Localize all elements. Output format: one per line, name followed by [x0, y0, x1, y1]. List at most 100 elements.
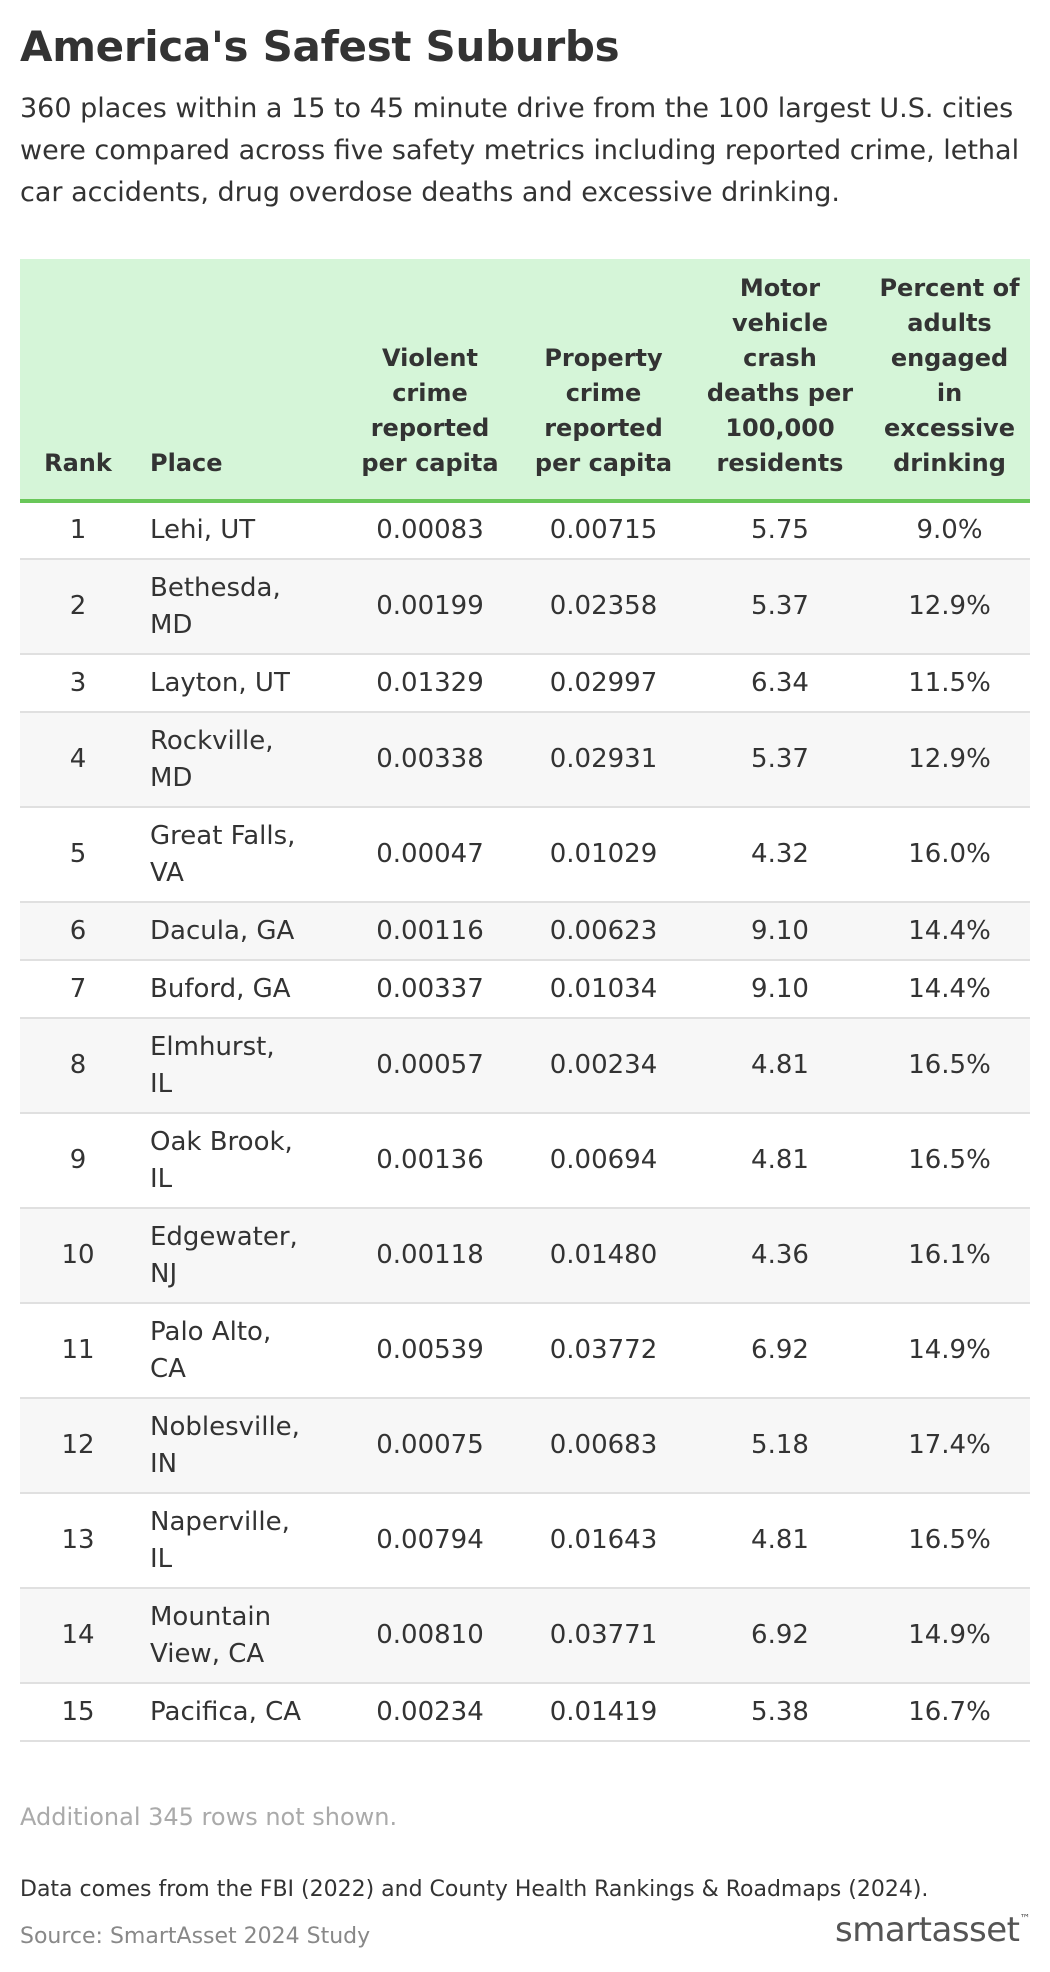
cell-violent-crime: 0.00136 — [344, 1113, 516, 1209]
cell-property-crime: 0.01034 — [516, 960, 691, 1019]
cell-violent-crime: 0.00810 — [344, 1588, 516, 1684]
cell-place: Noblesville, IN — [136, 1398, 344, 1494]
cell-excessive-drinking: 14.4% — [869, 960, 1030, 1019]
cell-place: Lehi, UT — [136, 501, 344, 560]
data-source-text: Data comes from the FBI (2022) and Count… — [20, 1877, 929, 1902]
cell-violent-crime: 0.00199 — [344, 559, 516, 655]
cell-property-crime: 0.02358 — [516, 559, 691, 655]
cell-place: Mountain View, CA — [136, 1588, 344, 1684]
header-row: Rank Place Violent crime reported per capi… — [20, 259, 1030, 503]
rankings-table: Rank Place Violent crime reported per capi… — [20, 259, 1030, 1742]
table-row: 3 Layton, UT 0.01329 0.02997 6.34 11.5% — [20, 654, 1030, 713]
column-header-place: Place — [136, 259, 344, 503]
cell-excessive-drinking: 9.0% — [869, 501, 1030, 560]
cell-crash-deaths: 9.10 — [691, 902, 869, 961]
cell-rank: 1 — [20, 501, 136, 560]
cell-rank: 3 — [20, 654, 136, 713]
cell-excessive-drinking: 16.5% — [869, 1493, 1030, 1589]
cell-property-crime: 0.02931 — [516, 712, 691, 808]
logo-text: smartasset — [835, 1910, 1020, 1950]
cell-place: Palo Alto, CA — [136, 1303, 344, 1399]
cell-property-crime: 0.00623 — [516, 902, 691, 961]
cell-crash-deaths: 5.18 — [691, 1398, 869, 1494]
cell-place: Naperville, IL — [136, 1493, 344, 1589]
cell-rank: 8 — [20, 1018, 136, 1114]
cell-violent-crime: 0.00075 — [344, 1398, 516, 1494]
cell-crash-deaths: 5.37 — [691, 712, 869, 808]
table-row: 11 Palo Alto, CA 0.00539 0.03772 6.92 14.9% — [20, 1303, 1030, 1399]
cell-property-crime: 0.03772 — [516, 1303, 691, 1399]
table-row: 13 Naperville, IL 0.00794 0.01643 4.81 16.5% — [20, 1493, 1030, 1589]
table-row: 1 Lehi, UT 0.00083 0.00715 5.75 9.0% — [20, 501, 1030, 560]
cell-excessive-drinking: 12.9% — [869, 712, 1030, 808]
cell-violent-crime: 0.00116 — [344, 902, 516, 961]
column-header-violent-crime: Violent crime reported per capita — [344, 259, 516, 503]
cell-crash-deaths: 6.92 — [691, 1303, 869, 1399]
cell-violent-crime: 0.00118 — [344, 1208, 516, 1304]
cell-excessive-drinking: 14.9% — [869, 1588, 1030, 1684]
cell-place: Bethesda, MD — [136, 559, 344, 655]
cell-rank: 14 — [20, 1588, 136, 1684]
table-body: 1 Lehi, UT 0.00083 0.00715 5.75 9.0% 2 Bethesda… — [20, 501, 1030, 1742]
cell-crash-deaths: 5.38 — [691, 1683, 869, 1742]
table-row: 12 Noblesville, IN 0.00075 0.00683 5.18 17.4% — [20, 1398, 1030, 1494]
cell-excessive-drinking: 14.9% — [869, 1303, 1030, 1399]
cell-crash-deaths: 4.36 — [691, 1208, 869, 1304]
cell-violent-crime: 0.00794 — [344, 1493, 516, 1589]
cell-excessive-drinking: 14.4% — [869, 902, 1030, 961]
cell-place: Pacifica, CA — [136, 1683, 344, 1742]
cell-property-crime: 0.01480 — [516, 1208, 691, 1304]
cell-crash-deaths: 5.37 — [691, 559, 869, 655]
cell-place: Edgewater, NJ — [136, 1208, 344, 1304]
cell-excessive-drinking: 12.9% — [869, 559, 1030, 655]
cell-place: Dacula, GA — [136, 902, 344, 961]
table-row: 8 Elmhurst, IL 0.00057 0.00234 4.81 16.5% — [20, 1018, 1030, 1114]
rows-not-shown-note: Additional 345 rows not shown. — [20, 1803, 398, 1831]
table-row: 15 Pacifica, CA 0.00234 0.01419 5.38 16.7% — [20, 1683, 1030, 1742]
cell-crash-deaths: 6.34 — [691, 654, 869, 713]
cell-place: Layton, UT — [136, 654, 344, 713]
column-header-excessive-drinking: Percent of adults engaged in excessive d… — [869, 259, 1030, 503]
cell-place: Rockville, MD — [136, 712, 344, 808]
cell-violent-crime: 0.00083 — [344, 501, 516, 560]
cell-excessive-drinking: 16.1% — [869, 1208, 1030, 1304]
cell-excessive-drinking: 16.0% — [869, 807, 1030, 903]
cell-property-crime: 0.01643 — [516, 1493, 691, 1589]
cell-rank: 12 — [20, 1398, 136, 1494]
table-row: 10 Edgewater, NJ 0.00118 0.01480 4.36 16.1% — [20, 1208, 1030, 1304]
cell-rank: 11 — [20, 1303, 136, 1399]
table-header: Rank Place Violent crime reported per capi… — [20, 259, 1030, 503]
cell-excessive-drinking: 16.5% — [869, 1018, 1030, 1114]
cell-place: Elmhurst, IL — [136, 1018, 344, 1114]
cell-property-crime: 0.00683 — [516, 1398, 691, 1494]
cell-violent-crime: 0.00539 — [344, 1303, 516, 1399]
cell-property-crime: 0.01419 — [516, 1683, 691, 1742]
cell-excessive-drinking: 16.7% — [869, 1683, 1030, 1742]
cell-place: Buford, GA — [136, 960, 344, 1019]
cell-property-crime: 0.00234 — [516, 1018, 691, 1114]
cell-rank: 6 — [20, 902, 136, 961]
cell-excessive-drinking: 11.5% — [869, 654, 1030, 713]
cell-crash-deaths: 9.10 — [691, 960, 869, 1019]
cell-violent-crime: 0.00337 — [344, 960, 516, 1019]
column-header-rank: Rank — [20, 259, 136, 503]
cell-rank: 15 — [20, 1683, 136, 1742]
table-row: 4 Rockville, MD 0.00338 0.02931 5.37 12.9% — [20, 712, 1030, 808]
table-row: 7 Buford, GA 0.00337 0.01034 9.10 14.4% — [20, 960, 1030, 1019]
page-subtitle: 360 places within a 15 to 45 minute driv… — [20, 93, 1020, 208]
cell-place: Oak Brook, IL — [136, 1113, 344, 1209]
cell-property-crime: 0.02997 — [516, 654, 691, 713]
cell-rank: 5 — [20, 807, 136, 903]
cell-property-crime: 0.00715 — [516, 501, 691, 560]
logo-trademark: ™ — [1019, 1912, 1031, 1925]
cell-crash-deaths: 4.81 — [691, 1018, 869, 1114]
cell-rank: 2 — [20, 559, 136, 655]
column-header-crash-deaths: Motor vehicle crash deaths per 100,000 r… — [691, 259, 869, 503]
cell-violent-crime: 0.00234 — [344, 1683, 516, 1742]
cell-place: Great Falls, VA — [136, 807, 344, 903]
source-credit: Source: SmartAsset 2024 Study — [20, 1924, 371, 1949]
cell-violent-crime: 0.00047 — [344, 807, 516, 903]
cell-violent-crime: 0.01329 — [344, 654, 516, 713]
cell-crash-deaths: 4.81 — [691, 1493, 869, 1589]
cell-excessive-drinking: 17.4% — [869, 1398, 1030, 1494]
